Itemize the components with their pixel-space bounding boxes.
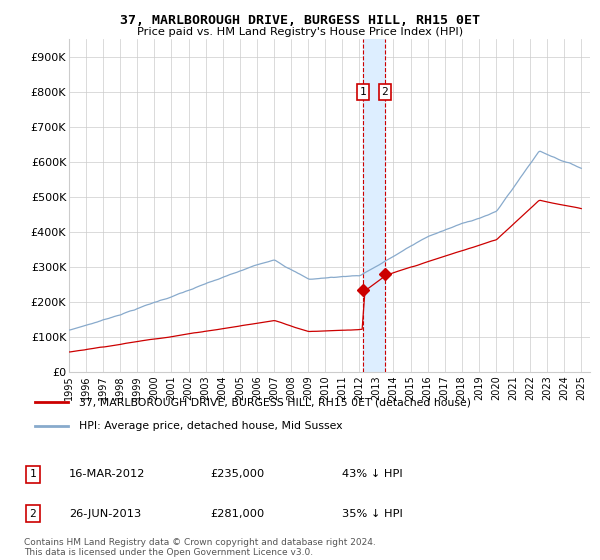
Text: 43% ↓ HPI: 43% ↓ HPI [342,469,403,479]
Text: 2: 2 [382,87,388,97]
Text: Price paid vs. HM Land Registry's House Price Index (HPI): Price paid vs. HM Land Registry's House … [137,27,463,37]
Text: Contains HM Land Registry data © Crown copyright and database right 2024.
This d: Contains HM Land Registry data © Crown c… [24,538,376,557]
Text: 1: 1 [359,87,366,97]
Text: 1: 1 [29,469,37,479]
Text: 37, MARLBOROUGH DRIVE, BURGESS HILL, RH15 0ET: 37, MARLBOROUGH DRIVE, BURGESS HILL, RH1… [120,14,480,27]
Text: 26-JUN-2013: 26-JUN-2013 [69,508,141,519]
Text: HPI: Average price, detached house, Mid Sussex: HPI: Average price, detached house, Mid … [79,421,343,431]
Text: £235,000: £235,000 [210,469,264,479]
Text: 37, MARLBOROUGH DRIVE, BURGESS HILL, RH15 0ET (detached house): 37, MARLBOROUGH DRIVE, BURGESS HILL, RH1… [79,398,471,407]
Bar [363,39,385,372]
Text: 2: 2 [29,508,37,519]
Text: 35% ↓ HPI: 35% ↓ HPI [342,508,403,519]
Text: 16-MAR-2012: 16-MAR-2012 [69,469,145,479]
Text: £281,000: £281,000 [210,508,264,519]
